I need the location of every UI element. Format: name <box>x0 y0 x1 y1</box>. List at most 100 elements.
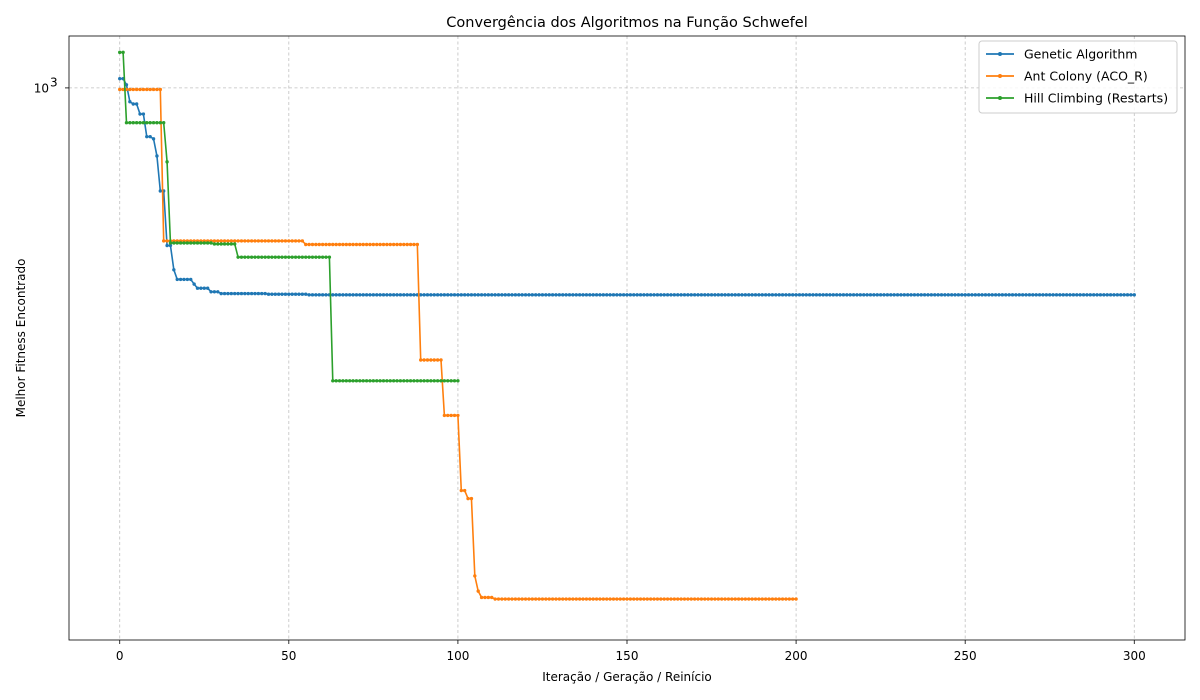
data-point <box>317 293 321 297</box>
data-point <box>347 379 352 383</box>
data-point <box>780 597 785 601</box>
data-point <box>686 597 690 601</box>
data-point <box>361 242 365 247</box>
data-point <box>801 293 805 297</box>
data-point <box>669 293 673 297</box>
data-point <box>364 379 369 383</box>
data-point <box>1058 293 1062 297</box>
data-point <box>239 239 244 243</box>
data-point <box>1027 293 1032 297</box>
data-point <box>334 293 338 297</box>
data-point <box>172 268 176 272</box>
data-point <box>983 293 988 297</box>
series-line <box>119 51 458 382</box>
data-point <box>263 255 267 259</box>
data-point <box>1088 293 1093 297</box>
data-point <box>865 293 869 297</box>
data-point <box>584 293 589 297</box>
data-point <box>777 597 781 601</box>
data-point <box>310 255 315 259</box>
data-point <box>648 293 653 297</box>
data-point <box>605 293 609 297</box>
data-point <box>635 293 639 297</box>
data-point <box>327 255 332 259</box>
data-point <box>659 597 663 601</box>
data-point <box>818 293 822 297</box>
data-point <box>686 293 690 297</box>
data-point <box>202 286 206 290</box>
data-point <box>473 574 477 578</box>
data-point <box>354 293 359 297</box>
data-point <box>787 293 792 297</box>
data-point <box>736 293 741 297</box>
data-point <box>533 597 538 601</box>
data-point <box>1024 293 1028 297</box>
data-point <box>209 290 213 294</box>
data-point <box>462 293 467 297</box>
data-point <box>811 293 815 297</box>
data-point <box>963 293 967 297</box>
data-point <box>395 379 399 383</box>
data-point <box>1091 293 1096 297</box>
data-point <box>320 293 325 297</box>
x-tick-label: 150 <box>616 649 639 663</box>
data-point <box>550 597 555 601</box>
data-point <box>236 255 240 259</box>
data-point <box>1014 293 1018 297</box>
data-point <box>462 488 467 493</box>
data-point <box>510 597 514 601</box>
data-point <box>655 293 660 297</box>
data-point <box>439 379 443 383</box>
data-point <box>148 121 152 125</box>
data-point <box>361 293 365 297</box>
data-point <box>300 239 305 243</box>
data-point <box>513 293 518 297</box>
legend-marker-aco <box>998 74 1002 78</box>
data-point <box>1129 293 1133 297</box>
data-point <box>216 290 220 294</box>
data-point <box>256 255 261 259</box>
data-point <box>449 293 453 297</box>
data-point <box>679 293 683 297</box>
data-point <box>412 293 416 297</box>
data-point <box>226 291 230 296</box>
x-axis: 0 50 100 150 200 250 300 <box>116 640 1146 663</box>
data-point <box>432 358 436 362</box>
data-point <box>1132 293 1136 297</box>
data-point <box>523 293 528 297</box>
data-point <box>337 379 342 383</box>
data-point <box>391 242 396 247</box>
data-point <box>419 358 423 362</box>
data-point <box>672 293 677 297</box>
data-point <box>192 241 196 245</box>
data-point <box>293 292 298 296</box>
data-point <box>205 286 210 290</box>
data-point <box>128 100 132 104</box>
data-point <box>124 121 129 125</box>
data-point <box>205 241 210 245</box>
data-point <box>402 242 406 247</box>
data-point <box>672 597 677 601</box>
data-point <box>320 255 325 259</box>
data-point <box>172 241 176 245</box>
data-point <box>425 293 430 297</box>
data-point <box>638 597 643 601</box>
data-point <box>571 293 575 297</box>
data-point <box>412 242 416 247</box>
data-point <box>121 50 125 55</box>
data-point <box>554 293 558 297</box>
data-point <box>642 597 646 601</box>
data-point <box>736 597 741 601</box>
data-point <box>970 293 974 297</box>
data-point <box>588 293 592 297</box>
data-point <box>574 597 578 601</box>
data-point <box>922 293 927 297</box>
data-point <box>158 87 163 92</box>
data-point <box>814 293 819 297</box>
legend-label-hc: Hill Climbing (Restarts) <box>1024 91 1168 106</box>
data-point <box>1031 293 1035 297</box>
data-point <box>195 241 200 245</box>
data-point <box>273 239 277 243</box>
data-point <box>398 379 403 383</box>
data-point <box>1105 293 1109 297</box>
